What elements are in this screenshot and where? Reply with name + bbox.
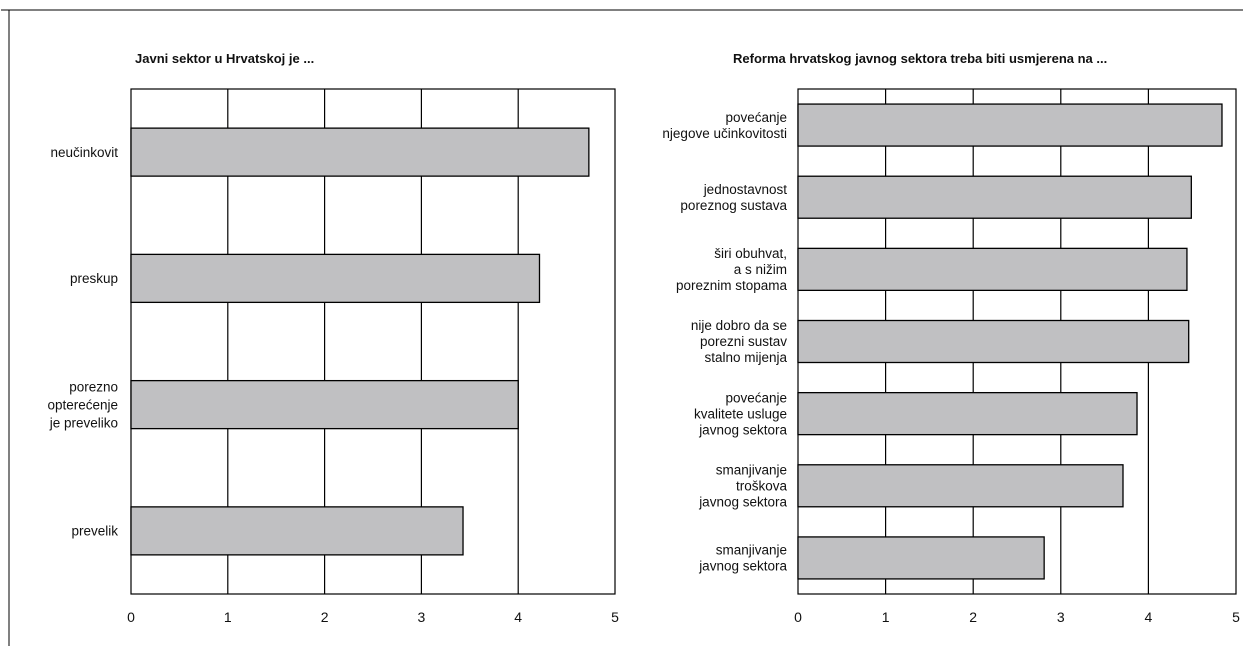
chart1-xtick-label: 5 [611, 609, 619, 625]
chart1-xtick-label: 2 [321, 609, 329, 625]
chart1-category-label: preskup [70, 271, 118, 286]
chart2-bar [797, 319, 1190, 364]
chart1-bar [130, 253, 541, 304]
chart1-category-label: prevelik [71, 524, 118, 539]
chart2-category-label-line: povećanje [725, 110, 787, 125]
chart1-xtick-label: 4 [514, 609, 522, 625]
chart2-category-label-line: troškova [736, 479, 788, 494]
chart2-title: Reforma hrvatskog javnog sektora treba b… [733, 51, 1107, 66]
chart2-category-label-line: nije dobro da se [691, 318, 787, 333]
chart2-category-label-line: smanjivanje [716, 543, 787, 558]
chart2-category-label: smanjivanje javnog sektora [698, 543, 787, 574]
chart2-xtick-label: 1 [882, 609, 890, 625]
chart2-xtick-label: 0 [794, 609, 802, 625]
chart1-category-label-line: preskup [70, 271, 118, 286]
chart2-category-label: širi obuhvat, a s nižim poreznim stopama [676, 246, 788, 293]
chart2-bar [797, 247, 1188, 292]
chart1-bar [130, 127, 590, 177]
chart2: povećanje njegove učinkovitostijednostavn… [662, 88, 1240, 625]
chart1-xtick-label: 3 [418, 609, 426, 625]
chart1-category-label-line: porezno [69, 379, 118, 394]
chart2-category-label-line: javnog sektora [698, 422, 787, 437]
chart2-xtick-label: 4 [1145, 609, 1153, 625]
chart1-xtick-label: 1 [224, 609, 232, 625]
chart2-category-label-line: njegove učinkovitosti [662, 126, 787, 141]
chart2-category-label: jednostavnost poreznog sustava [680, 182, 787, 213]
chart1-category-label: porezno opterećenje je preveliko [47, 379, 118, 430]
chart2-bar [797, 536, 1045, 580]
chart2-category-label: povećanje njegove učinkovitosti [662, 110, 787, 141]
chart1-category-label-line: prevelik [71, 524, 118, 539]
chart1-category-label-line: neučinkovit [50, 145, 118, 160]
chart2-bar [797, 175, 1192, 219]
chart2-category-label-line: stalno mijenja [704, 350, 787, 365]
chart2-category-label: smanjivanje troškova javnog sektora [698, 463, 787, 510]
chart2-category-label-line: poreznim stopama [676, 278, 788, 293]
chart1-bar [130, 379, 519, 430]
chart2-category-label-line: poreznog sustava [680, 198, 787, 213]
chart2-bar [797, 391, 1138, 436]
chart1-category-label-line: je preveliko [49, 415, 118, 430]
chart2-category-label-line: povećanje [725, 390, 787, 405]
chart2-category-label-line: javnog sektora [698, 559, 787, 574]
chart2-xtick-label: 2 [969, 609, 977, 625]
chart2-category-label-line: kvalitete usluge [694, 406, 787, 421]
chart2-category-label-line: smanjivanje [716, 463, 787, 478]
chart2-category-label: povećanje kvalitete usluge javnog sektora [694, 390, 788, 437]
chart2-bar [797, 464, 1124, 508]
chart2-category-label-line: porezni sustav [700, 334, 787, 349]
chart1-bar [130, 506, 464, 556]
chart1: neučinkovit preskup porezno opterećenje je p… [47, 88, 619, 625]
chart1-title: Javni sektor u Hrvatskoj je ... [135, 51, 314, 66]
chart1-plot-area [130, 88, 616, 595]
chart2-xtick-label: 5 [1232, 609, 1240, 625]
chart2-xtick-label: 3 [1057, 609, 1065, 625]
chart2-category-label-line: javnog sektora [698, 495, 787, 510]
chart2-category-label-line: širi obuhvat, [714, 246, 787, 261]
chart1-category-label-line: opterećenje [47, 397, 118, 412]
chart2-category-label-line: a s nižim [734, 262, 787, 277]
chart1-category-label: neučinkovit [50, 145, 118, 160]
chart2-category-label-line: jednostavnost [703, 182, 788, 197]
chart2-bar [797, 103, 1223, 147]
chart1-xtick-label: 0 [127, 609, 135, 625]
chart2-category-label: nije dobro da se porezni sustav stalno mij… [691, 318, 788, 365]
